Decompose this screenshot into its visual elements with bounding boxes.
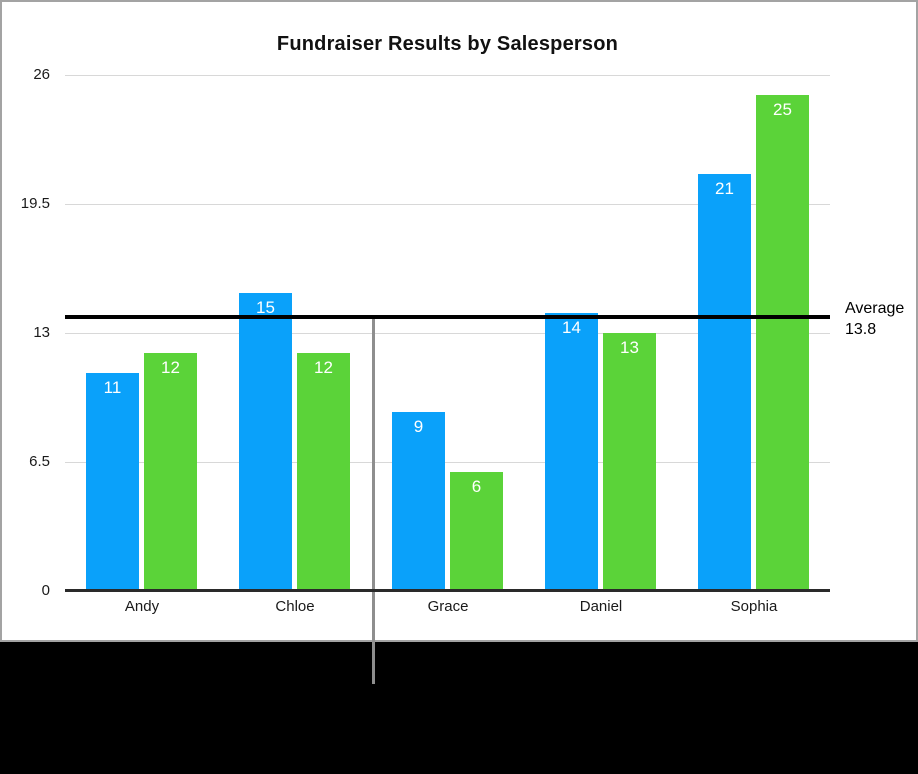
bar-value-label: 14 <box>562 318 581 337</box>
x-axis-line <box>65 589 830 592</box>
plot-area: Fundraiser Results by Salesperson Averag… <box>20 33 904 640</box>
bar-green-grace[interactable]: 6 <box>450 472 503 591</box>
bar-value-label: 25 <box>773 100 792 119</box>
average-line-label-title: Average <box>845 300 905 317</box>
gridline <box>65 333 830 334</box>
bar-value-label: 6 <box>471 477 482 496</box>
bar-value-label: 15 <box>256 298 275 317</box>
bar-value-label: 11 <box>103 378 122 397</box>
x-axis-label-daniel: Daniel <box>579 598 623 615</box>
chart-card: Fundraiser Results by Salesperson Averag… <box>0 0 918 642</box>
x-axis-label-sophia: Sophia <box>730 598 778 615</box>
chart-title: Fundraiser Results by Salesperson <box>276 33 619 55</box>
y-axis-tick-label: 0 <box>41 582 50 599</box>
gridline <box>65 462 830 463</box>
bar-green-sophia[interactable]: 25 <box>756 95 809 591</box>
bar-green-andy[interactable]: 12 <box>144 353 197 591</box>
average-line-label-value: 13.8 <box>845 321 877 338</box>
bar-value-label: 21 <box>715 179 734 198</box>
bar-value-label: 12 <box>161 358 180 377</box>
gridline <box>65 75 830 76</box>
y-axis-tick-label: 13 <box>33 324 50 341</box>
x-axis-label-chloe: Chloe <box>275 598 315 615</box>
y-axis-tick-label: 6.5 <box>29 453 50 470</box>
bar-value-label: 12 <box>314 358 333 377</box>
bar-value-label: 13 <box>620 338 639 357</box>
bar-green-daniel[interactable]: 13 <box>603 333 656 591</box>
average-reference-line[interactable] <box>65 315 830 319</box>
bar-blue-chloe[interactable]: 15 <box>239 293 292 591</box>
bar-blue-sophia[interactable]: 21 <box>698 174 751 591</box>
x-axis-label-grace: Grace <box>427 598 469 615</box>
bar-blue-grace[interactable]: 9 <box>392 412 445 591</box>
gridline <box>65 204 830 205</box>
average-line-label: Average 13.8 <box>845 298 904 340</box>
y-axis-tick-label: 26 <box>33 66 50 83</box>
bar-blue-andy[interactable]: 11 <box>86 373 139 591</box>
bar-value-label: 9 <box>413 417 424 436</box>
pointer-line <box>372 317 375 640</box>
pointer-line-extension <box>372 640 375 684</box>
bar-blue-daniel[interactable]: 14 <box>545 313 598 591</box>
bar-green-chloe[interactable]: 12 <box>297 353 350 591</box>
y-axis-tick-label: 19.5 <box>20 195 50 212</box>
x-axis-label-andy: Andy <box>124 598 160 615</box>
